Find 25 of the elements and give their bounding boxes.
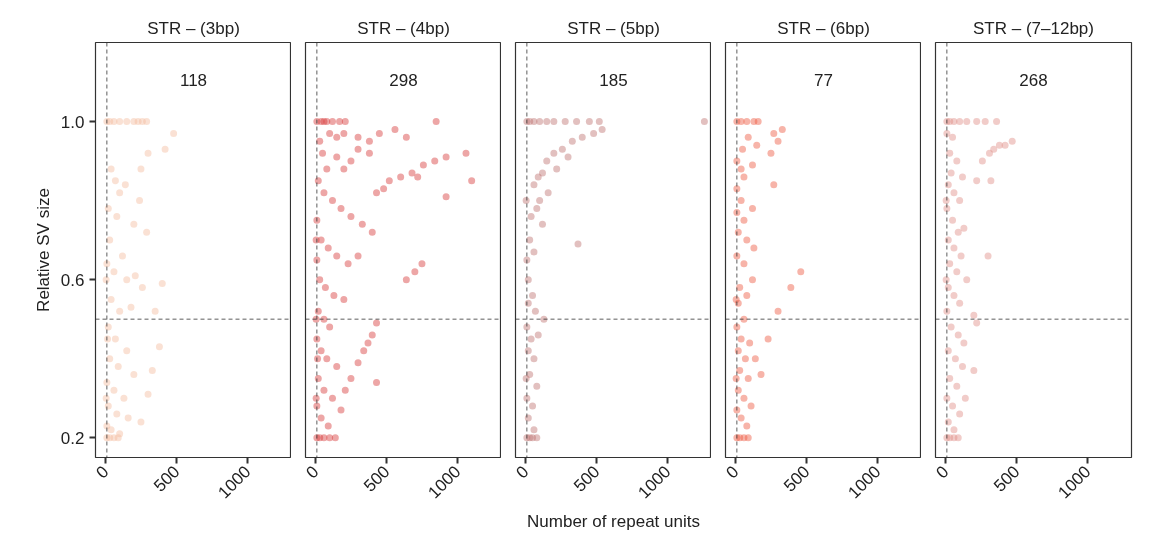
x-tick-label: 0 (302, 462, 323, 483)
x-tick-label: 500 (150, 462, 184, 496)
y-tick-label: 1.0 (60, 112, 85, 132)
chart-title: STR – (6bp) (777, 18, 870, 38)
annotation: 77 (814, 70, 833, 90)
annotation: 185 (599, 70, 628, 90)
chart-title: STR – (3bp) (147, 18, 240, 38)
annotation: 268 (1019, 70, 1048, 90)
chart-title: STR – (7–12bp) (973, 18, 1094, 38)
x-tick-label: 0 (722, 462, 743, 483)
x-tick-label: 500 (990, 462, 1024, 496)
annotation: 118 (179, 70, 208, 90)
x-axis-title: Number of repeat units (527, 511, 700, 531)
chart-title: STR – (4bp) (357, 18, 450, 38)
y-axis-title: Relative SV size (33, 188, 53, 312)
y-tick-label: 0.2 (60, 428, 85, 448)
x-tick-label: 500 (570, 462, 604, 496)
x-tick-label: 500 (360, 462, 394, 496)
x-tick-label: 0 (92, 462, 113, 483)
y-tick-label: 0.6 (60, 270, 85, 290)
annotation: 298 (389, 70, 418, 90)
chart-title: STR – (5bp) (567, 18, 660, 38)
x-tick-label: 0 (512, 462, 533, 483)
x-tick-label: 500 (780, 462, 814, 496)
x-tick-label: 0 (932, 462, 953, 483)
